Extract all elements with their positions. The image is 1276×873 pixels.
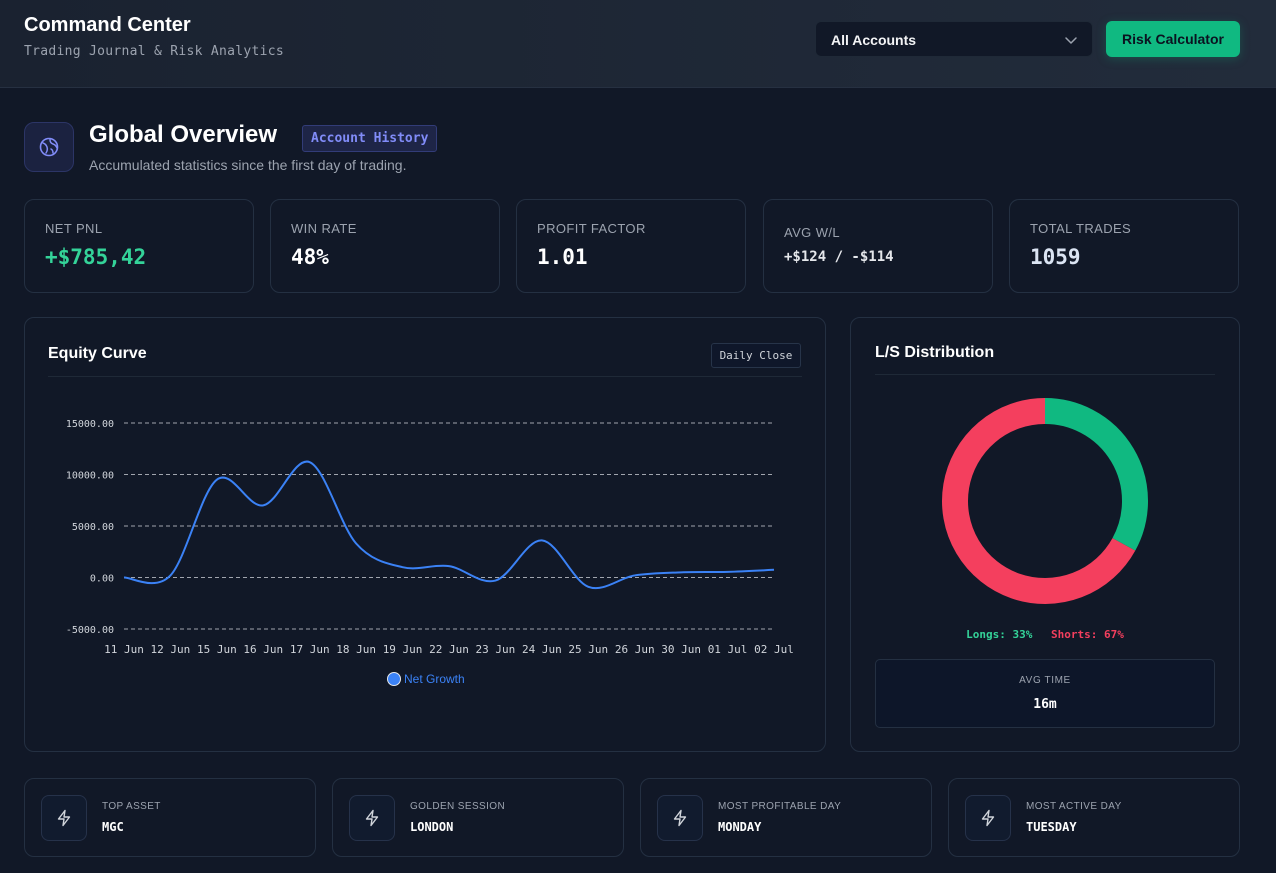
stat-card-avg-wl: AVG W/L +$124 / -$114 <box>763 199 993 293</box>
data-point[interactable] <box>122 575 127 580</box>
x-tick-label: 24 Jun <box>522 643 562 656</box>
ls-labels: Longs: 33% Shorts: 67% <box>875 628 1215 641</box>
x-tick-label: 18 Jun <box>336 643 376 656</box>
insight-label: MOST ACTIVE DAY <box>1026 801 1122 812</box>
insight-card-most-profitable-day: MOST PROFITABLE DAY MONDAY <box>640 778 932 857</box>
daily-close-chip[interactable]: Daily Close <box>711 343 801 368</box>
x-tick-label: 30 Jun <box>661 643 701 656</box>
app-title: Command Center <box>24 14 191 36</box>
insight-card-most-active-day: MOST ACTIVE DAY TUESDAY <box>948 778 1240 857</box>
stat-value: +$124 / -$114 <box>784 249 894 265</box>
data-point[interactable] <box>632 573 637 578</box>
stat-label: NET PNL <box>45 221 103 236</box>
x-tick-label: 11 Jun <box>104 643 144 656</box>
equity-curve-panel <box>24 317 826 752</box>
stat-label: PROFIT FACTOR <box>537 221 646 236</box>
ls-distribution-title: L/S Distribution <box>875 344 995 361</box>
chevron-down-icon <box>1065 37 1077 44</box>
data-point[interactable] <box>539 538 544 543</box>
data-point[interactable] <box>307 460 312 465</box>
stat-value: 1059 <box>1030 245 1081 269</box>
data-point[interactable] <box>447 564 452 569</box>
equity-curve-title: Equity Curve <box>48 345 147 362</box>
insight-value: MGC <box>102 820 124 834</box>
equity-chart: 15000.00 10000.00 5000.00 0.00 -5000.00 11 J… <box>66 419 794 686</box>
page-subtitle: Accumulated statistics since the first d… <box>89 157 407 173</box>
insight-label: GOLDEN SESSION <box>410 801 506 812</box>
ls-donut-chart <box>942 398 1148 604</box>
chart-legend[interactable]: Net Growth <box>387 672 465 686</box>
longs-label: Longs: 33% <box>966 628 1033 641</box>
stat-value: 48% <box>291 245 329 269</box>
lightning-icon <box>965 795 1011 841</box>
insight-card-top-asset: TOP ASSET MGC <box>24 778 316 857</box>
stat-card-profit-factor: PROFIT FACTOR 1.01 <box>516 199 746 293</box>
data-point[interactable] <box>493 578 498 583</box>
data-point[interactable] <box>354 541 359 546</box>
top-header: Command Center Trading Journal & Risk An… <box>0 0 1276 88</box>
data-point[interactable] <box>168 573 173 578</box>
divider <box>48 376 802 377</box>
x-tick-label: 23 Jun <box>476 643 516 656</box>
account-select[interactable]: All Accounts <box>815 21 1093 57</box>
lightning-icon <box>349 795 395 841</box>
insight-card-golden-session: GOLDEN SESSION LONDON <box>332 778 624 857</box>
shorts-label: Shorts: 67% <box>1051 628 1124 641</box>
x-tick-label: 12 Jun <box>151 643 191 656</box>
data-point[interactable] <box>214 477 219 482</box>
avg-time-label: AVG TIME <box>1019 675 1071 686</box>
app-subtitle: Trading Journal & Risk Analytics <box>24 44 285 59</box>
stat-label: TOTAL TRADES <box>1030 221 1132 236</box>
x-tick-label: 01 Jul <box>708 643 748 656</box>
data-point[interactable] <box>725 569 730 574</box>
x-tick-label: 22 Jun <box>429 643 469 656</box>
insight-label: MOST PROFITABLE DAY <box>718 801 842 812</box>
stat-value: 1.01 <box>537 245 588 269</box>
legend-label: Net Growth <box>404 672 465 686</box>
insight-value: LONDON <box>410 820 454 834</box>
x-tick-label: 25 Jun <box>568 643 608 656</box>
y-tick-label: 10000.00 <box>66 471 114 482</box>
stat-value: +$785,42 <box>45 245 147 269</box>
y-tick-label: 0.00 <box>90 574 114 585</box>
x-tick-label: 17 Jun <box>290 643 330 656</box>
y-tick-label: 5000.00 <box>72 522 114 533</box>
insight-value: TUESDAY <box>1026 820 1077 834</box>
avg-time-value: 16m <box>1033 697 1057 712</box>
globe-icon <box>24 122 74 172</box>
risk-calculator-button[interactable]: Risk Calculator <box>1106 21 1240 57</box>
page-title: Global Overview <box>89 121 278 148</box>
x-tick-label: 19 Jun <box>383 643 423 656</box>
data-point[interactable] <box>772 567 777 572</box>
account-history-badge[interactable]: Account History <box>302 125 438 152</box>
lightning-icon <box>41 795 87 841</box>
net-growth-series-line <box>123 460 775 590</box>
y-tick-label: -5000.00 <box>66 625 114 636</box>
donut-slice-longs[interactable] <box>1044 398 1148 551</box>
insight-label: TOP ASSET <box>102 801 161 812</box>
legend-swatch <box>387 672 401 686</box>
data-point[interactable] <box>586 584 591 589</box>
x-tick-label: 15 Jun <box>197 643 237 656</box>
avg-time-box: AVG TIME 16m <box>875 659 1215 728</box>
stat-label: WIN RATE <box>291 221 357 236</box>
lightning-icon <box>657 795 703 841</box>
stat-card-win-rate: WIN RATE 48% <box>270 199 500 293</box>
y-tick-label: 15000.00 <box>66 419 114 430</box>
account-select-value: All Accounts <box>831 32 917 48</box>
stat-card-total-trades: TOTAL TRADES 1059 <box>1009 199 1239 293</box>
divider <box>875 374 1215 375</box>
x-tick-label: 16 Jun <box>243 643 283 656</box>
x-tick-label: 02 Jul <box>754 643 794 656</box>
data-point[interactable] <box>261 503 266 508</box>
x-tick-label: 26 Jun <box>615 643 655 656</box>
data-point[interactable] <box>679 570 684 575</box>
data-point[interactable] <box>400 565 405 570</box>
stat-card-net-pnl: NET PNL +$785,42 <box>24 199 254 293</box>
donut-slice-shorts[interactable] <box>942 398 1136 604</box>
insight-value: MONDAY <box>718 820 762 834</box>
stat-label: AVG W/L <box>784 225 841 240</box>
